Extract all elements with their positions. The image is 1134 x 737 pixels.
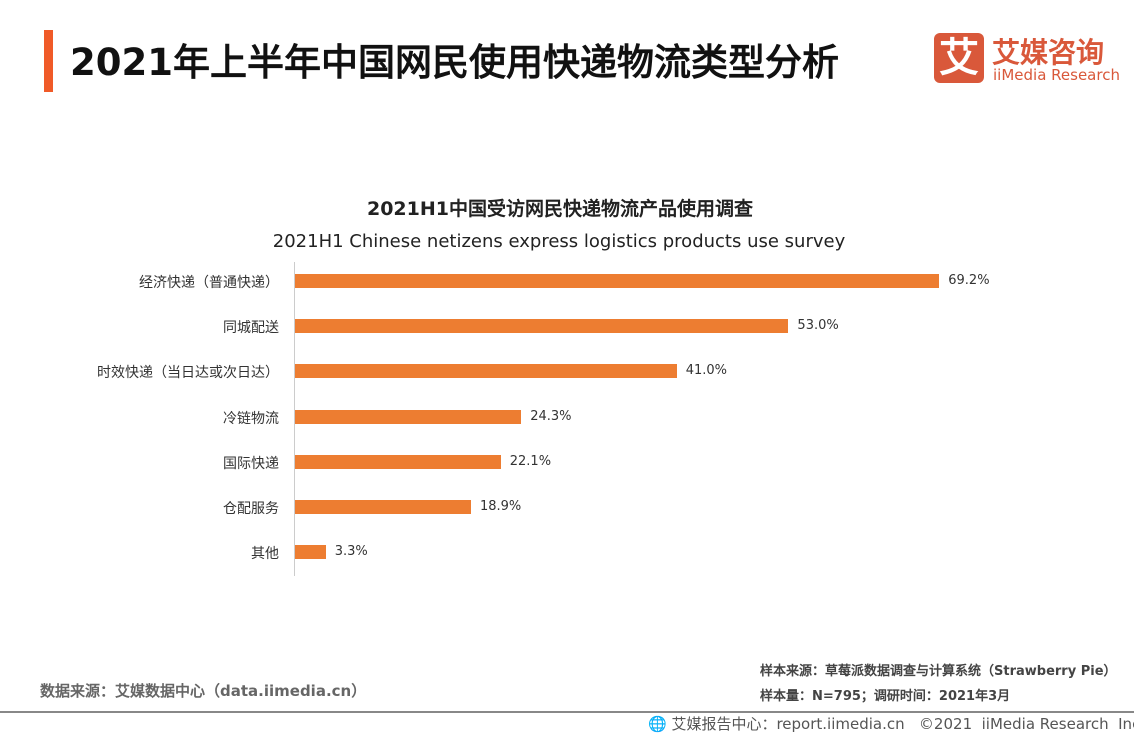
- category-label: 冷链物流: [223, 410, 279, 427]
- sample-source: 样本来源：草莓派数据调查与计算系统（Strawberry Pie）: [760, 664, 1117, 679]
- data-label: 69.2%: [948, 273, 990, 288]
- category-label: 仓配服务: [223, 501, 279, 517]
- data-label: 22.1%: [509, 453, 552, 469]
- bar: [295, 500, 471, 514]
- data-label: 3.3%: [334, 544, 368, 560]
- data-label: 41.0%: [685, 363, 728, 379]
- data-label: 18.9%: [479, 499, 522, 514]
- bar: [295, 454, 501, 469]
- chart-title: 2021H1中国受访网民快递物流产品使用调查: [366, 198, 753, 220]
- bar: [295, 409, 522, 424]
- category-label: 国际快递: [223, 455, 279, 472]
- page-title: 2021年上半年中国网民使用快递物流类型分析: [70, 41, 839, 84]
- globe-cursor-icon: 🌐: [648, 715, 667, 733]
- bar: [295, 274, 940, 288]
- bar: [295, 319, 789, 334]
- logo-name-cn: 艾媒咨询: [992, 36, 1105, 69]
- bar: [295, 545, 326, 560]
- data-source: 数据来源：艾媒数据中心（data.iimedia.cn）: [40, 682, 367, 700]
- title-accent-bar: [44, 30, 53, 92]
- category-label: 时效快递（当日达或次日达）: [97, 365, 279, 382]
- logo-icon: 艾: [934, 33, 984, 83]
- data-label: 24.3%: [530, 408, 572, 424]
- logo-name-en: iiMedia Research: [993, 66, 1120, 84]
- bar: [295, 364, 677, 379]
- data-label: 53.0%: [797, 318, 839, 334]
- footer-divider: [0, 711, 1134, 713]
- y-axis-line: [294, 262, 295, 576]
- footer-text: 艾媒报告中心：report.iimedia.cn ©2021 iiMedia R…: [671, 715, 1134, 733]
- category-label: 同城配送: [223, 320, 279, 337]
- sample-size: 样本量：N=795；调研时间：2021年3月: [760, 689, 1011, 704]
- chart-subtitle: 2021H1 Chinese netizens express logistic…: [272, 231, 846, 252]
- category-label: 其他: [251, 546, 279, 563]
- category-label: 经济快递（普通快递）: [139, 275, 279, 291]
- footer-bar: 🌐 艾媒报告中心：report.iimedia.cn ©2021 iiMedia…: [648, 713, 1134, 734]
